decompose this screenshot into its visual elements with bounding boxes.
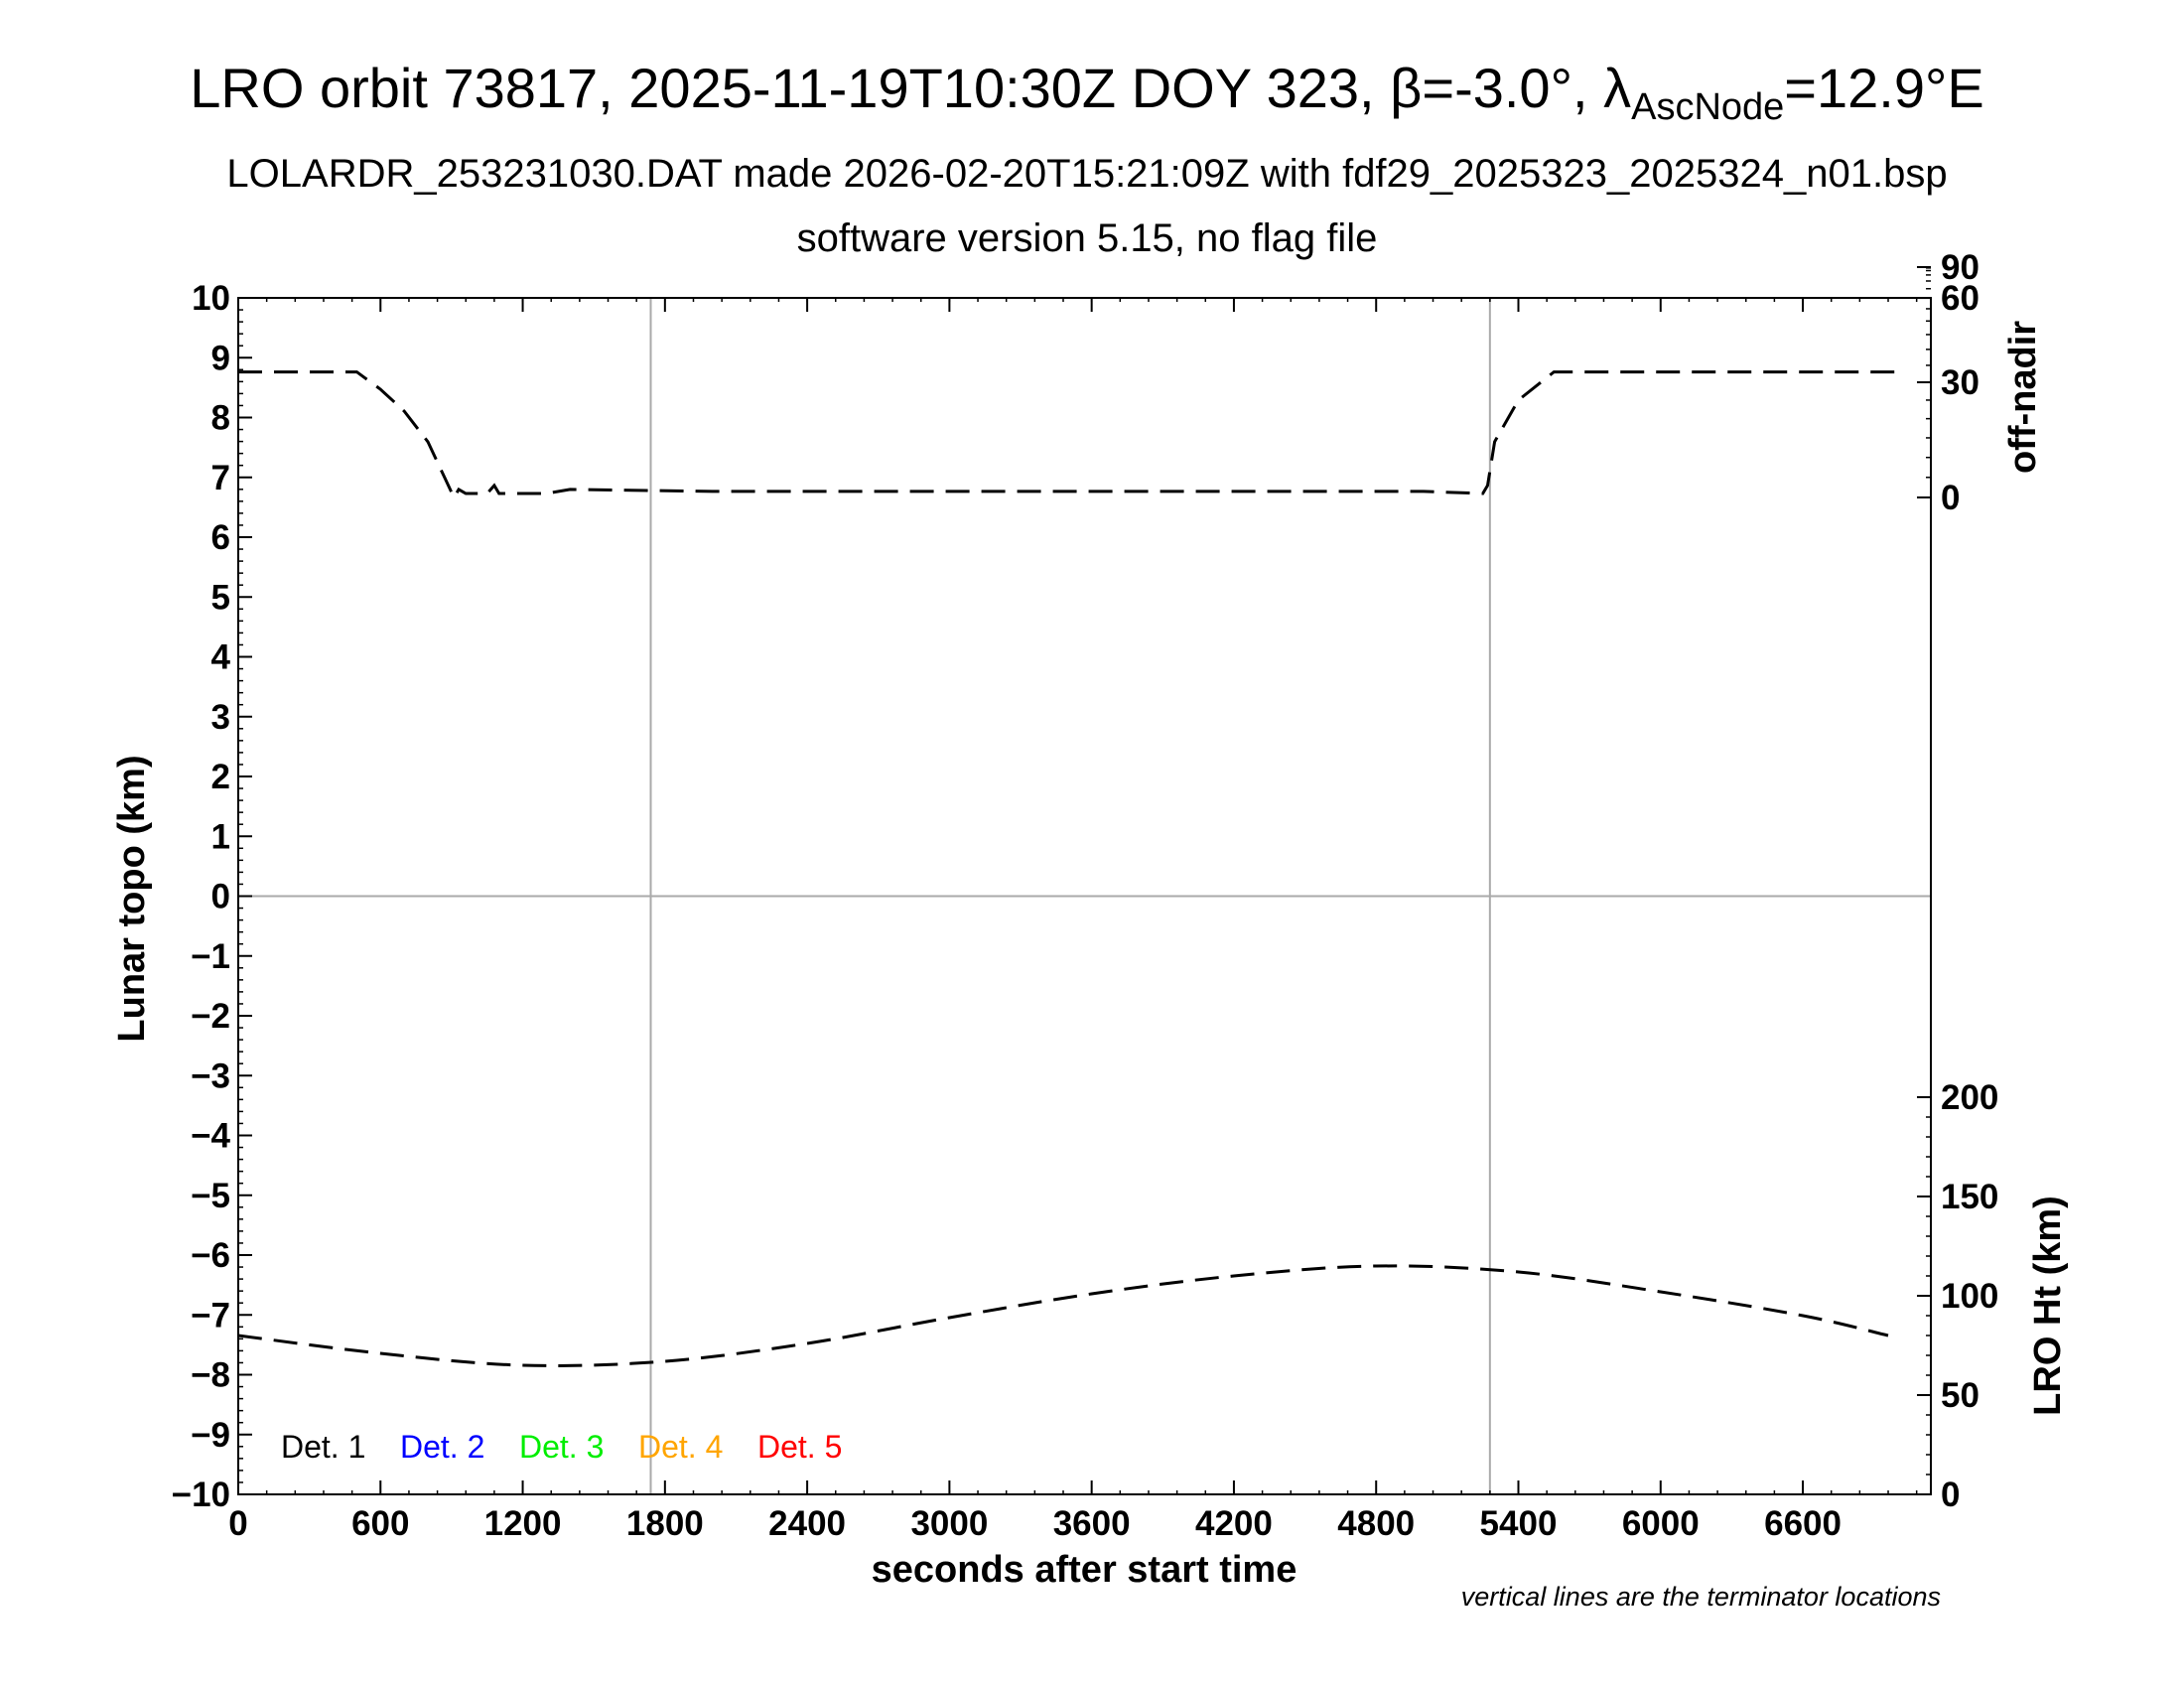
series-off-nadir-line <box>238 370 1898 501</box>
grid-lines <box>238 298 1931 1494</box>
x-tick-label: 600 <box>351 1504 409 1543</box>
y-left-tick-label: −7 <box>191 1296 230 1335</box>
y-left-tick-label: −2 <box>191 997 230 1036</box>
x-tick-label: 5400 <box>1480 1504 1558 1543</box>
x-tick-label: 6600 <box>1764 1504 1842 1543</box>
y-left-tick-label: −9 <box>191 1416 230 1455</box>
y-left-tick-label: 10 <box>192 279 230 318</box>
y-left-tick-label: 4 <box>211 638 231 677</box>
y-left-tick-label: 7 <box>211 459 230 497</box>
y-left-tick-label: −10 <box>172 1476 230 1514</box>
legend-item-det-3: Det. 3 <box>519 1429 604 1465</box>
x-tick-label: 4800 <box>1337 1504 1415 1543</box>
y-left-tick-label: −5 <box>191 1177 230 1215</box>
chart-subtitle-file: LOLARDR_253231030.DAT made 2026-02-20T15… <box>226 152 1947 196</box>
x-axis-ticks: 0 600 1200 1800 2400 3000 3600 4200 4800 5400 6000… <box>228 298 1842 1543</box>
y-left-tick-label: −1 <box>191 937 230 976</box>
legend: Det. 1 Det. 2 Det. 3 Det. 4 Det. 5 <box>281 1429 842 1465</box>
y-right-bottom-tick-label: 200 <box>1941 1078 1998 1117</box>
y-left-tick-label: −6 <box>191 1236 230 1275</box>
y-right-top-tick-label: 0 <box>1941 479 1960 517</box>
chart-title: LRO orbit 73817, 2025-11-19T10:30Z DOY 3… <box>190 57 1984 128</box>
legend-item-det-1: Det. 1 <box>281 1429 365 1465</box>
x-tick-label: 2400 <box>768 1504 846 1543</box>
y-right-top-axis-label: off-nadir <box>2002 321 2044 474</box>
x-axis-label: seconds after start time <box>872 1549 1297 1591</box>
legend-item-det-2: Det. 2 <box>400 1429 484 1465</box>
y-right-top-tick-label: 90 <box>1941 248 1979 287</box>
y-left-tick-label: 6 <box>211 518 230 557</box>
y-right-top-tick-label: 30 <box>1941 363 1979 402</box>
y-right-bottom-tick-label: 100 <box>1941 1277 1998 1316</box>
x-tick-label: 1200 <box>484 1504 562 1543</box>
y-right-bottom-axis-label: LRO Ht (km) <box>2027 1196 2069 1416</box>
x-tick-label: 4200 <box>1195 1504 1273 1543</box>
y-right-bottom-tick-label: 50 <box>1941 1376 1979 1415</box>
x-tick-label: 6000 <box>1622 1504 1700 1543</box>
y-left-tick-label: 9 <box>211 339 230 377</box>
footnote-terminator: vertical lines are the terminator locati… <box>1461 1582 1941 1612</box>
y-left-tick-label: 0 <box>211 878 230 916</box>
x-tick-label: 1800 <box>626 1504 704 1543</box>
y-right-bottom-tick-label: 150 <box>1941 1178 1998 1216</box>
legend-item-det-5: Det. 5 <box>757 1429 842 1465</box>
y-left-tick-label: 3 <box>211 698 230 737</box>
y-right-bottom-tick-label: 0 <box>1941 1476 1960 1514</box>
y-left-tick-label: −4 <box>191 1117 230 1156</box>
y-left-axis-label: Lunar topo (km) <box>111 755 153 1042</box>
legend-item-det-4: Det. 4 <box>638 1429 723 1465</box>
y-left-tick-label: −3 <box>191 1056 230 1095</box>
y-left-tick-label: 1 <box>211 817 230 856</box>
y-left-tick-label: 5 <box>211 578 230 617</box>
y-left-tick-label: 8 <box>211 399 230 438</box>
chart-subtitle-version: software version 5.15, no flag file <box>797 216 1378 260</box>
y-right-top-tick-label: 60 <box>1941 279 1979 318</box>
series-lro-height-line <box>237 1264 1889 1367</box>
minor-ticks <box>237 266 1931 1495</box>
x-tick-label: 3000 <box>910 1504 988 1543</box>
x-tick-label: 3600 <box>1053 1504 1131 1543</box>
x-tick-label: 0 <box>228 1504 247 1543</box>
y-left-tick-label: 2 <box>211 758 230 796</box>
y-left-tick-label: −8 <box>191 1356 230 1395</box>
